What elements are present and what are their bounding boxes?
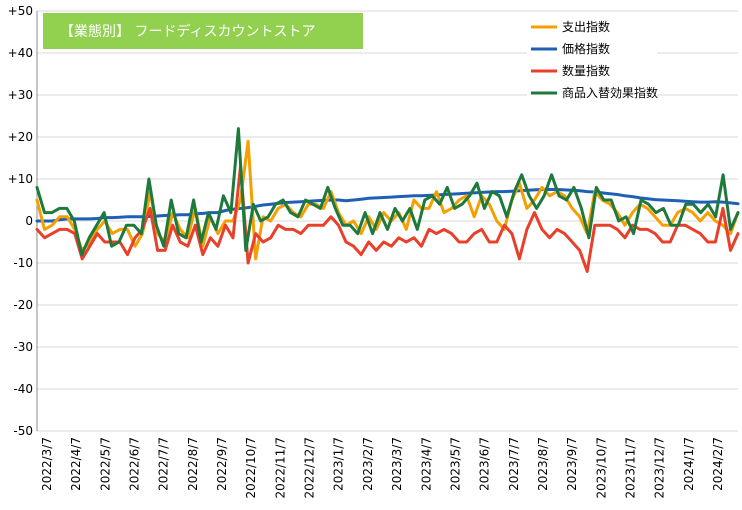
x-tick-label: 2022/7/7 (157, 437, 171, 491)
x-tick-label: 2023/5/7 (448, 437, 462, 491)
x-tick-label: 2022/12/7 (303, 437, 317, 499)
x-tick-label: 2022/4/7 (69, 437, 83, 491)
x-tick-label: 2024/2/7 (711, 437, 725, 491)
x-tick-label: 2022/9/7 (215, 437, 229, 491)
x-tick-label: 2023/2/7 (361, 437, 375, 491)
y-tick-label: +30 (8, 88, 33, 102)
x-axis-ticks: 2022/3/7 2022/4/7 2022/5/7 2022/6/7 2022/7/7… (40, 437, 725, 499)
legend-label: 支出指数 (562, 19, 610, 34)
x-tick-label: 2022/11/7 (273, 437, 287, 499)
y-tick-label: +10 (8, 172, 33, 186)
chart-title-box (43, 13, 363, 49)
y-tick-label: -50 (13, 424, 33, 438)
x-tick-label: 2022/3/7 (40, 437, 54, 491)
legend-label: 数量指数 (562, 63, 610, 78)
series-lines (35, 127, 740, 273)
y-tick-label: -20 (13, 298, 33, 312)
chart-title: 【業態別】 フードディスカウントストア (43, 13, 363, 49)
x-tick-label: 2023/1/7 (332, 437, 346, 491)
series-line (35, 127, 740, 257)
x-tick-label: 2023/7/7 (507, 437, 521, 491)
y-tick-label: 0 (25, 214, 33, 228)
legend-box (527, 14, 657, 102)
legend-label: 商品入替効果指数 (562, 85, 658, 100)
y-axis-ticks: +50 +40 +30 +20 +10 0 -10 -20 -30 -40 -50 (8, 4, 33, 438)
x-tick-label: 2022/8/7 (186, 437, 200, 491)
y-tick-label: -30 (13, 340, 33, 354)
y-tick-label: +20 (8, 130, 33, 144)
series-line (35, 164, 740, 273)
x-tick-label: 2022/5/7 (98, 437, 112, 491)
x-tick-label: 2023/11/7 (623, 437, 637, 499)
y-tick-label: +40 (8, 46, 33, 60)
y-tick-label: +50 (8, 4, 33, 18)
y-tick-label: -10 (13, 256, 33, 270)
x-tick-label: 2023/12/7 (653, 437, 667, 499)
x-tick-label: 2023/10/7 (594, 437, 608, 499)
x-tick-label: 2024/1/7 (682, 437, 696, 491)
y-tick-label: -40 (13, 382, 33, 396)
x-tick-label: 2023/6/7 (478, 437, 492, 491)
x-tick-label: 2022/10/7 (244, 437, 258, 499)
x-tick-label: 2022/6/7 (128, 437, 142, 491)
legend-label: 価格指数 (562, 41, 610, 56)
x-tick-label: 2023/8/7 (536, 437, 550, 491)
series-line (35, 139, 740, 261)
x-tick-label: 2023/3/7 (390, 437, 404, 491)
x-tick-label: 2023/4/7 (419, 437, 433, 491)
chart-title-text: 【業態別】 フードディスカウントストア (60, 23, 315, 40)
x-tick-label: 2023/9/7 (565, 437, 579, 491)
